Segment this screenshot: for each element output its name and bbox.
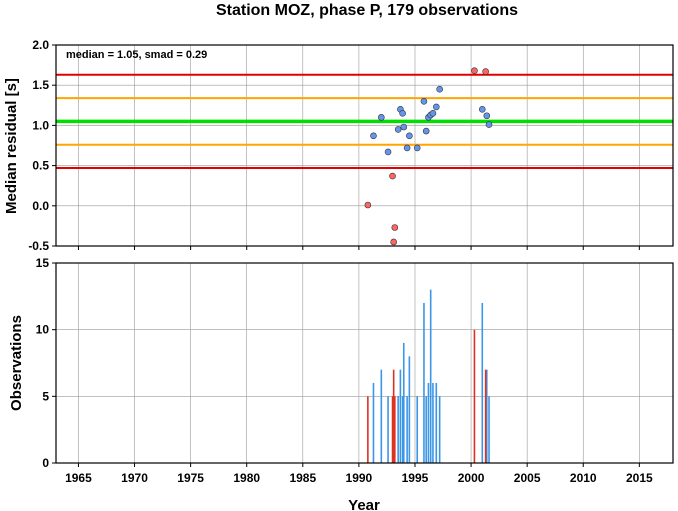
observations-y-ticks: 0 5 10 15 — [36, 256, 56, 470]
observation-bar — [423, 303, 425, 463]
residual-point — [483, 112, 491, 120]
x-axis-label: Year — [348, 497, 380, 511]
observation-bar — [488, 396, 490, 463]
y-tick-label: -0.5 — [28, 239, 49, 253]
residual-point — [478, 106, 486, 113]
residual-point — [391, 224, 399, 231]
observation-bar — [397, 396, 399, 463]
residual-point — [432, 103, 440, 111]
x-tick-label: 1990 — [346, 471, 373, 485]
observation-bar — [416, 396, 419, 463]
residual-point — [482, 68, 489, 75]
residual-x-tick-marks — [77, 246, 640, 250]
observation-bar — [372, 383, 375, 463]
x-tick-label: 2005 — [514, 471, 541, 485]
observation-bar — [473, 329, 476, 463]
x-tick-label: 1995 — [402, 471, 429, 485]
residual-y-ticks: -0.5 0.0 0.5 1.0 1.5 2.0 — [28, 38, 56, 253]
residual-point — [364, 201, 372, 209]
residual-point — [389, 172, 396, 180]
observations-gridlines — [56, 262, 673, 464]
observation-bar — [432, 383, 434, 463]
observation-bar — [393, 396, 396, 463]
residual-point — [429, 110, 437, 117]
x-tick-label: 1970 — [121, 471, 148, 485]
observation-bar — [427, 383, 430, 463]
residual-point — [420, 97, 428, 105]
y-tick-label: 1.5 — [32, 78, 49, 92]
residual-point — [485, 121, 493, 128]
y-tick-label: 0 — [42, 456, 49, 470]
residual-panel: -0.5 0.0 0.5 1.0 1.5 2.0 median = 1.05, smad … — [3, 38, 674, 253]
x-tick-label: 2000 — [458, 471, 485, 485]
observation-bar — [391, 396, 394, 463]
observations-y-axis-label: Observations — [8, 315, 25, 411]
residual-point — [370, 132, 377, 140]
y-tick-label: 0.5 — [32, 159, 49, 173]
y-tick-label: 1.0 — [32, 118, 49, 132]
observation-bar — [481, 303, 484, 463]
y-tick-label: 10 — [36, 323, 50, 337]
observation-bar — [402, 343, 405, 463]
x-tick-label: 1965 — [65, 471, 92, 485]
observation-bar — [406, 396, 408, 463]
x-tick-label: 2010 — [570, 471, 597, 485]
median-smad-annotation: median = 1.05, smad = 0.29 — [66, 49, 207, 61]
residual-point — [436, 85, 443, 93]
observation-bar — [401, 396, 404, 463]
observation-bar — [435, 383, 438, 463]
observation-bar — [387, 396, 389, 463]
residual-plot-frame — [55, 44, 674, 247]
residual-point — [406, 132, 413, 140]
residual-points — [364, 67, 493, 246]
residual-point — [378, 114, 385, 121]
observation-bar — [438, 396, 441, 463]
observation-bar — [380, 369, 383, 463]
observations-x-ticks: 1965 1970 1975 1980 1985 1990 1995 2000 2005 2010… — [65, 463, 653, 485]
y-tick-label: 2.0 — [32, 38, 49, 52]
residual-point — [394, 126, 402, 133]
y-tick-label: 15 — [36, 256, 50, 270]
residual-y-axis-label: Median residual [s] — [3, 78, 20, 214]
x-tick-label: 1980 — [233, 471, 260, 485]
observation-bars — [367, 289, 490, 463]
observation-bar — [429, 289, 432, 463]
observations-plot-frame — [55, 262, 674, 464]
residual-point — [390, 238, 397, 246]
observation-bar — [485, 369, 488, 463]
residual-point — [403, 144, 411, 152]
x-tick-label: 2015 — [626, 471, 653, 485]
x-tick-label: 1975 — [177, 471, 204, 485]
residual-point — [422, 127, 430, 135]
residual-point — [399, 110, 406, 117]
observation-bar — [408, 356, 411, 463]
observation-bar — [399, 369, 402, 463]
threshold-lines — [56, 73, 673, 170]
y-tick-label: 5 — [42, 389, 49, 403]
observation-bar — [392, 369, 395, 463]
residual-point — [413, 144, 421, 152]
x-tick-label: 1985 — [289, 471, 316, 485]
observation-bar — [367, 396, 369, 463]
residual-point — [400, 123, 408, 131]
residual-point — [384, 148, 392, 156]
y-tick-label: 0.0 — [32, 199, 49, 213]
observation-bar — [425, 396, 427, 463]
observations-panel: 0 5 10 15 1965 1970 1975 1980 1985 1990 1995 2000 2… — [8, 256, 674, 485]
chart-title: Station MOZ, phase P, 179 observations — [216, 2, 518, 19]
residual-point — [471, 67, 478, 75]
observation-bar — [484, 369, 487, 463]
